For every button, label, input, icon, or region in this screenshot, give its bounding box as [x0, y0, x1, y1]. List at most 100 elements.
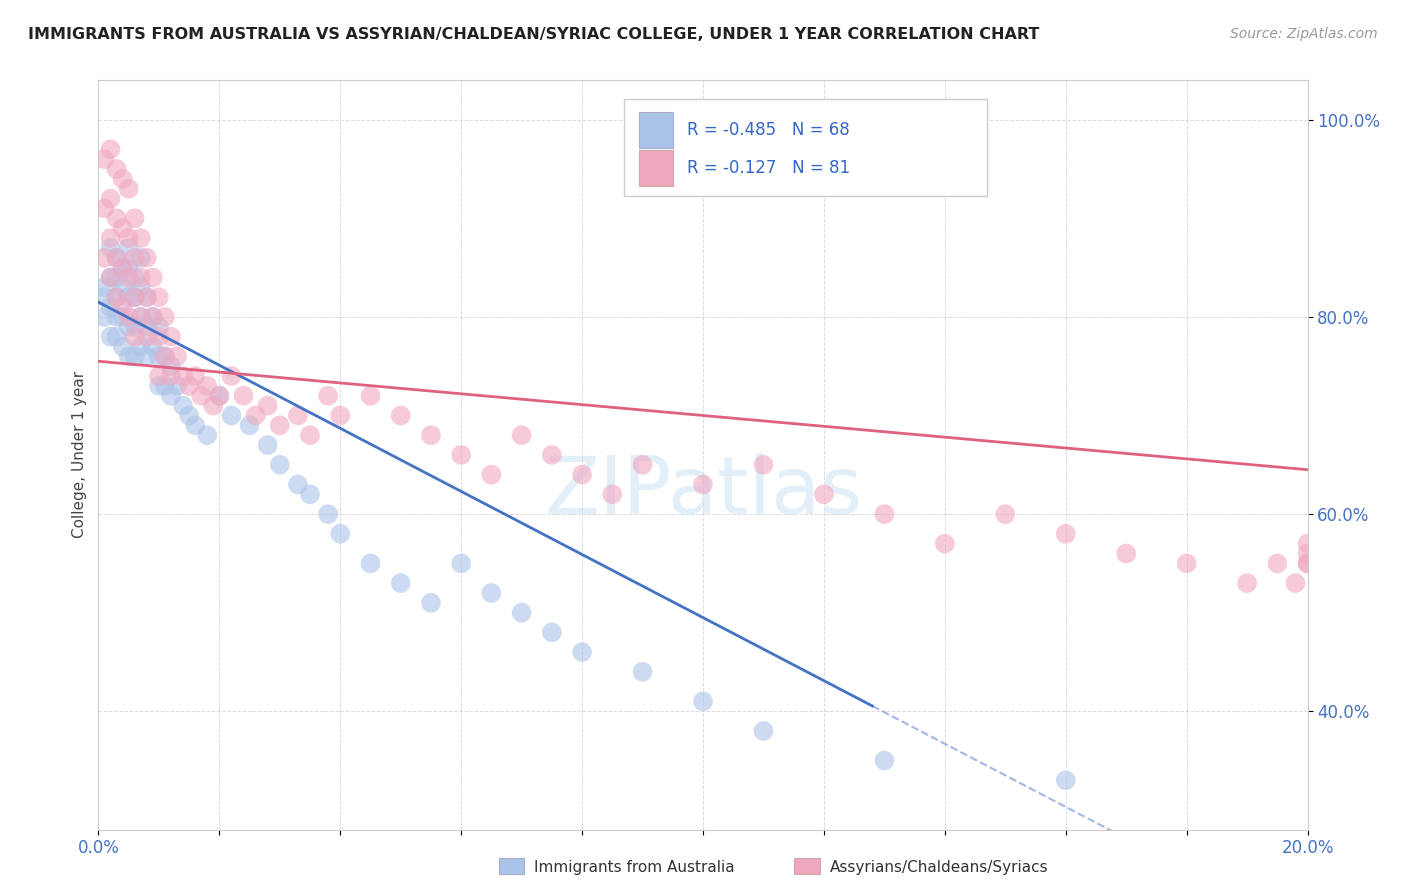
Point	[135, 319, 157, 334]
Point	[148, 369, 170, 384]
Point	[129, 310, 152, 324]
Point	[256, 399, 278, 413]
Point	[124, 251, 146, 265]
FancyBboxPatch shape	[638, 150, 673, 186]
Point	[100, 231, 122, 245]
Text: Immigrants from Australia: Immigrants from Australia	[534, 860, 735, 874]
Point	[135, 290, 157, 304]
Point	[93, 152, 115, 166]
Point	[153, 310, 176, 324]
Point	[316, 389, 339, 403]
Point	[118, 182, 141, 196]
Point	[179, 379, 201, 393]
Point	[571, 467, 593, 482]
Point	[111, 221, 134, 235]
Point	[135, 290, 157, 304]
Point	[129, 339, 152, 353]
Point	[195, 428, 218, 442]
Point	[111, 310, 134, 324]
Point	[93, 202, 115, 216]
Point	[1296, 557, 1319, 571]
Point	[299, 487, 322, 501]
Point	[172, 399, 194, 413]
FancyBboxPatch shape	[638, 112, 673, 148]
Point	[124, 319, 146, 334]
Point	[813, 487, 835, 501]
Point	[129, 251, 152, 265]
Point	[129, 280, 152, 294]
Point	[118, 241, 141, 255]
Point	[153, 349, 176, 363]
Point	[124, 349, 146, 363]
Point	[129, 231, 152, 245]
Point	[510, 428, 533, 442]
Point	[299, 428, 322, 442]
Point	[1296, 547, 1319, 561]
Text: R = -0.127   N = 81: R = -0.127 N = 81	[688, 159, 851, 177]
Point	[118, 290, 141, 304]
Point	[142, 339, 165, 353]
Point	[256, 438, 278, 452]
Point	[111, 339, 134, 353]
Point	[873, 754, 896, 768]
Point	[245, 409, 267, 423]
Point	[111, 300, 134, 314]
Point	[118, 310, 141, 324]
Point	[239, 418, 262, 433]
Point	[287, 409, 309, 423]
Point	[142, 270, 165, 285]
Point	[166, 349, 188, 363]
Point	[160, 389, 183, 403]
Point	[118, 349, 141, 363]
Point	[184, 369, 207, 384]
Point	[166, 379, 188, 393]
Point	[1175, 557, 1198, 571]
Point	[148, 329, 170, 343]
Point	[540, 448, 562, 462]
Point	[100, 241, 122, 255]
Point	[93, 280, 115, 294]
Point	[232, 389, 254, 403]
Point	[100, 142, 122, 156]
Text: R = -0.485   N = 68: R = -0.485 N = 68	[688, 121, 851, 139]
Point	[571, 645, 593, 659]
Point	[111, 280, 134, 294]
Text: IMMIGRANTS FROM AUSTRALIA VS ASSYRIAN/CHALDEAN/SYRIAC COLLEGE, UNDER 1 YEAR CORR: IMMIGRANTS FROM AUSTRALIA VS ASSYRIAN/CH…	[28, 27, 1039, 42]
Point	[269, 418, 291, 433]
Point	[129, 270, 152, 285]
Point	[100, 270, 122, 285]
Point	[692, 694, 714, 708]
FancyBboxPatch shape	[794, 858, 820, 874]
FancyBboxPatch shape	[499, 858, 524, 874]
Point	[481, 467, 503, 482]
Point	[1236, 576, 1258, 591]
Point	[105, 161, 128, 176]
Text: Assyrians/Chaldeans/Syriacs: Assyrians/Chaldeans/Syriacs	[830, 860, 1047, 874]
Point	[148, 349, 170, 363]
Point	[124, 290, 146, 304]
Point	[631, 458, 654, 472]
Point	[994, 507, 1017, 521]
Point	[124, 329, 146, 343]
Point	[389, 409, 412, 423]
Point	[1296, 536, 1319, 550]
Point	[124, 211, 146, 226]
Point	[631, 665, 654, 679]
Point	[153, 379, 176, 393]
Point	[124, 290, 146, 304]
Point	[142, 310, 165, 324]
Point	[100, 270, 122, 285]
Point	[111, 172, 134, 186]
Point	[752, 458, 775, 472]
Point	[1267, 557, 1289, 571]
Point	[221, 369, 243, 384]
Point	[195, 379, 218, 393]
Point	[1054, 773, 1077, 788]
Point	[105, 251, 128, 265]
Point	[135, 251, 157, 265]
Point	[105, 251, 128, 265]
Point	[316, 507, 339, 521]
Point	[329, 409, 352, 423]
Point	[269, 458, 291, 472]
Point	[135, 349, 157, 363]
